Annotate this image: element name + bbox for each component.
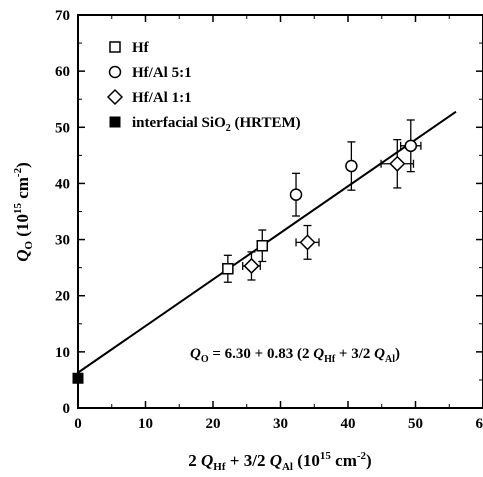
eq-body: = 6.30 + 0.83 (2 <box>209 346 314 362</box>
axis-ticks: 0 10 20 30 40 50 60 0 10 20 30 40 50 60 70 <box>55 8 483 432</box>
eq-q2: Q <box>313 346 324 362</box>
x-axis-label: 2 QHf + 3/2 QAl (1015 cm-2) <box>188 450 371 473</box>
eq-mid: + 3/2 <box>335 346 374 362</box>
data-point <box>289 188 303 201</box>
x-tick-label: 10 <box>138 416 153 432</box>
legend-label-hfal11: Hf/Al 1:1 <box>132 90 192 106</box>
data-point <box>404 139 418 153</box>
legend-marker <box>106 88 124 106</box>
y-tick-label: 30 <box>55 233 70 249</box>
y-tick-label: 60 <box>55 64 70 80</box>
yl-sub: O <box>23 241 35 250</box>
y-axis-label: QO (1015 cm-2) <box>12 162 35 262</box>
x-tick-label: 50 <box>408 416 423 432</box>
legend-marker <box>108 65 122 79</box>
y-tick-label: 70 <box>55 8 70 24</box>
data-point <box>345 159 358 173</box>
xl-unit2: cm <box>331 451 357 470</box>
data-point <box>389 155 406 172</box>
data-points <box>72 119 422 384</box>
xl-q2: Q <box>270 451 282 470</box>
yl-units: (10 <box>13 214 32 241</box>
eq-q3: Q <box>374 346 385 362</box>
legend-label-hfal51: Hf/Al 5:1 <box>132 65 192 81</box>
legend-sio2-main: interfacial SiO <box>132 115 226 131</box>
yl-q: Q <box>13 250 32 262</box>
legend-sio2-sub: 2 <box>226 123 231 134</box>
fit-equation: QO = 6.30 + 0.83 (2 QHf + 3/2 QAl) <box>190 346 400 365</box>
xl-q1: Q <box>201 451 213 470</box>
y-tick-label: 0 <box>63 401 71 417</box>
yl-unit2: cm <box>13 177 32 203</box>
eq-sub-al: Al <box>385 354 395 365</box>
xl-pre: 2 <box>188 451 201 470</box>
x-tick-label: 40 <box>341 416 356 432</box>
data-point <box>256 239 269 252</box>
x-tick-label: 60 <box>476 416 483 432</box>
yl-exp2: -2 <box>12 167 24 177</box>
xl-exp2: -2 <box>357 450 367 462</box>
yl-exp: 15 <box>12 203 24 215</box>
x-tick-label: 30 <box>273 416 288 432</box>
xl-units: (10 <box>293 451 320 470</box>
xl-mid: + 3/2 <box>226 451 270 470</box>
eq-close: ) <box>395 346 400 362</box>
data-point <box>222 263 234 275</box>
legend: Hf Hf/Al 5:1 Hf/Al 1:1 interfacial SiO2 … <box>106 40 301 134</box>
xl-close: ) <box>366 451 372 470</box>
legend-marker <box>109 41 121 53</box>
x-tick-label: 0 <box>74 416 82 432</box>
data-point <box>243 257 260 275</box>
data-point <box>72 372 84 384</box>
legend-label-hf: Hf <box>132 40 150 56</box>
x-tick-label: 20 <box>206 416 221 432</box>
eq-q: Q <box>190 346 201 362</box>
eq-sub-o: O <box>201 354 209 365</box>
xl-s1: Hf <box>213 461 226 473</box>
y-tick-label: 10 <box>55 345 70 361</box>
y-tick-label: 40 <box>55 176 70 192</box>
eq-sub-hf: Hf <box>324 354 336 365</box>
legend-sio2-rest: (HRTEM) <box>231 115 301 131</box>
y-tick-label: 20 <box>55 289 70 305</box>
data-point <box>299 234 316 251</box>
legend-marker <box>109 116 121 128</box>
xl-exp: 15 <box>320 450 332 462</box>
yl-close: ) <box>13 162 32 168</box>
legend-markers <box>106 41 124 128</box>
xl-s2: Al <box>282 461 293 473</box>
y-tick-label: 50 <box>55 120 70 136</box>
legend-label-sio2: interfacial SiO2 (HRTEM) <box>132 115 301 134</box>
